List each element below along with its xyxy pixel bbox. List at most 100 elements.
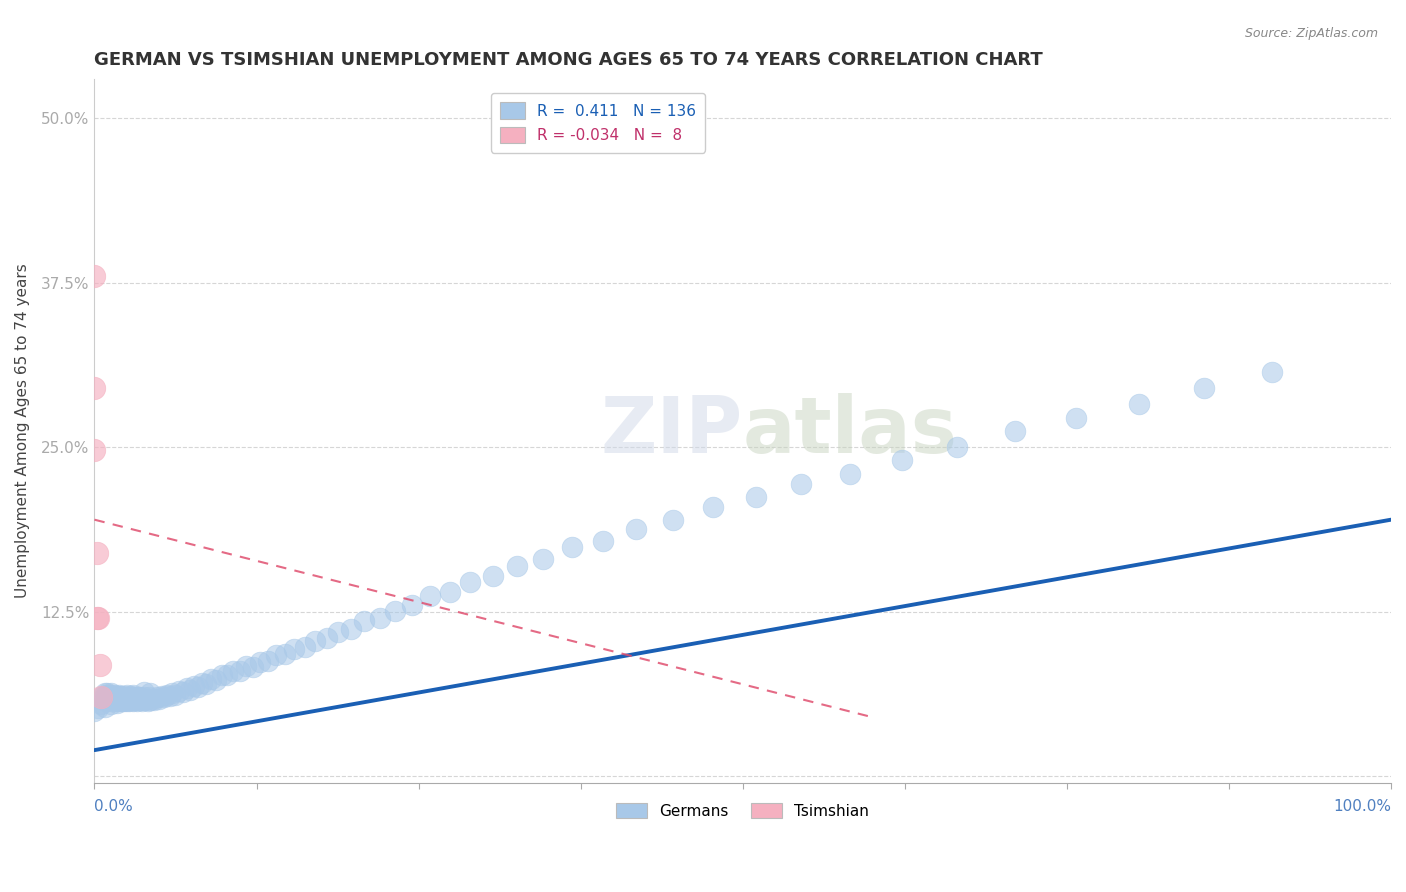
- Point: [89, 657, 111, 672]
- Point: [90, 690, 112, 705]
- Point: [108, 691, 131, 706]
- Point: [328, 624, 350, 639]
- Point: [105, 693, 128, 707]
- Point: [112, 689, 135, 703]
- Point: [87, 701, 110, 715]
- Point: [120, 689, 142, 703]
- Point: [274, 647, 297, 661]
- Text: GERMAN VS TSIMSHIAN UNEMPLOYMENT AMONG AGES 65 TO 74 YEARS CORRELATION CHART: GERMAN VS TSIMSHIAN UNEMPLOYMENT AMONG A…: [94, 51, 1043, 69]
- Point: [1004, 425, 1026, 439]
- Point: [115, 688, 138, 702]
- Point: [139, 693, 162, 707]
- Point: [156, 688, 179, 702]
- Point: [124, 693, 146, 707]
- Point: [110, 691, 132, 706]
- Point: [191, 676, 214, 690]
- Point: [159, 689, 181, 703]
- Point: [103, 693, 125, 707]
- Point: [304, 633, 326, 648]
- Point: [839, 467, 862, 481]
- Point: [86, 546, 108, 560]
- Point: [98, 691, 121, 706]
- Point: [661, 513, 683, 527]
- Point: [131, 694, 153, 708]
- Point: [163, 688, 186, 702]
- Point: [94, 688, 117, 702]
- Text: Source: ZipAtlas.com: Source: ZipAtlas.com: [1244, 27, 1378, 40]
- Point: [1064, 411, 1087, 425]
- Point: [481, 569, 503, 583]
- Point: [1260, 365, 1282, 379]
- Text: 0.0%: 0.0%: [94, 799, 134, 814]
- Point: [114, 694, 136, 708]
- Point: [419, 589, 441, 603]
- Point: [211, 668, 233, 682]
- Point: [111, 694, 134, 708]
- Point: [439, 585, 461, 599]
- Point: [744, 491, 766, 505]
- Point: [145, 690, 167, 705]
- Point: [183, 679, 205, 693]
- Point: [506, 558, 529, 573]
- Point: [103, 688, 125, 702]
- Point: [96, 690, 118, 705]
- Point: [122, 690, 145, 705]
- Point: [100, 697, 122, 711]
- Point: [368, 611, 391, 625]
- Point: [117, 690, 139, 705]
- Point: [148, 691, 170, 706]
- Point: [143, 693, 166, 707]
- Point: [110, 689, 132, 703]
- Y-axis label: Unemployment Among Ages 65 to 74 years: Unemployment Among Ages 65 to 74 years: [15, 263, 30, 599]
- Point: [110, 694, 132, 708]
- Point: [87, 611, 110, 625]
- Point: [132, 685, 155, 699]
- Point: [561, 541, 583, 555]
- Point: [235, 658, 257, 673]
- Point: [111, 691, 134, 706]
- Point: [135, 691, 157, 706]
- Point: [101, 689, 124, 703]
- Point: [104, 691, 127, 706]
- Point: [94, 699, 117, 714]
- Point: [129, 691, 152, 706]
- Point: [125, 691, 148, 706]
- Point: [138, 690, 160, 705]
- Point: [97, 689, 120, 703]
- Point: [150, 689, 173, 703]
- Point: [83, 269, 105, 284]
- Point: [90, 697, 112, 711]
- Point: [626, 522, 648, 536]
- Point: [257, 654, 280, 668]
- Point: [205, 673, 228, 688]
- Point: [134, 693, 156, 707]
- Point: [142, 691, 165, 706]
- Point: [101, 691, 124, 706]
- Point: [401, 599, 423, 613]
- Point: [114, 690, 136, 705]
- Point: [592, 533, 614, 548]
- Point: [790, 477, 813, 491]
- Point: [83, 442, 105, 457]
- Point: [283, 641, 305, 656]
- Point: [83, 704, 105, 718]
- Point: [242, 660, 264, 674]
- Point: [294, 640, 316, 655]
- Point: [945, 440, 967, 454]
- Point: [98, 688, 121, 702]
- Point: [105, 696, 128, 710]
- Point: [105, 689, 128, 703]
- Point: [108, 688, 131, 702]
- Point: [531, 552, 554, 566]
- Point: [460, 574, 482, 589]
- Point: [104, 694, 127, 708]
- Point: [83, 381, 105, 395]
- Point: [100, 693, 122, 707]
- Point: [353, 614, 375, 628]
- Point: [86, 611, 108, 625]
- Text: ZIP: ZIP: [600, 392, 742, 469]
- Point: [1128, 397, 1150, 411]
- Legend: Germans, Tsimshian: Germans, Tsimshian: [610, 797, 875, 825]
- Point: [153, 690, 176, 705]
- Point: [162, 686, 184, 700]
